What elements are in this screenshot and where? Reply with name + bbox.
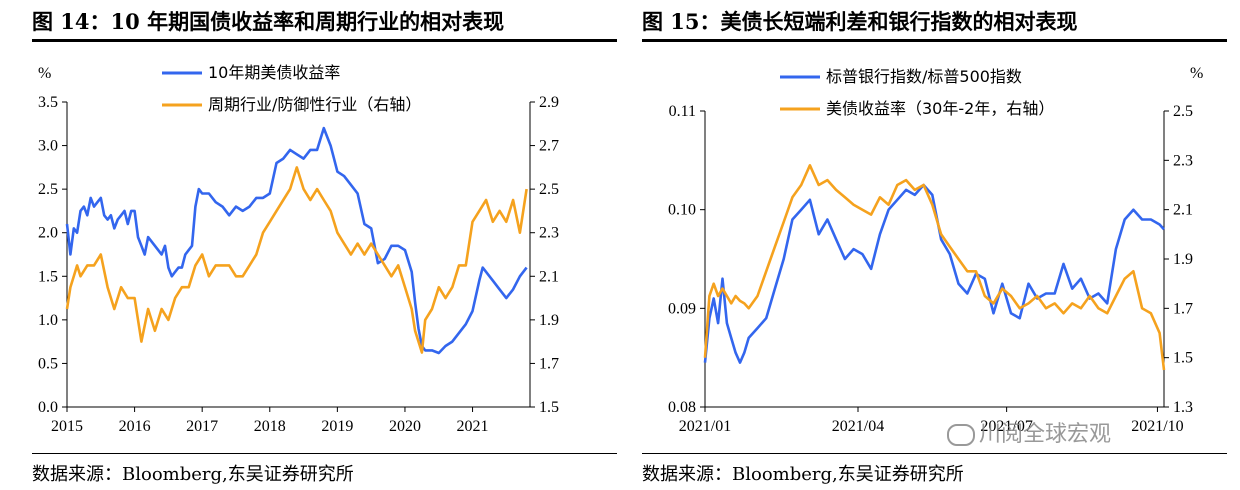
right-tick-label: 2.7 xyxy=(539,138,559,155)
left-tick-label: 3.5 xyxy=(38,94,58,111)
source-rule xyxy=(642,453,1227,454)
right-tick-label: 2.3 xyxy=(1173,152,1193,169)
right-tick-label: 1.7 xyxy=(539,355,559,372)
x-tick-label: 2021/07 xyxy=(980,418,1032,435)
x-tick-label: 2018 xyxy=(254,418,286,435)
right-tick-label: 1.5 xyxy=(1173,350,1193,367)
x-tick-label: 2021/04 xyxy=(832,418,884,435)
series-line-1 xyxy=(703,183,1165,364)
series-line-1 xyxy=(65,126,528,355)
right-tick-label: 1.5 xyxy=(539,399,559,416)
left-tick-label: 0.09 xyxy=(668,300,696,317)
right-tick-label: 1.3 xyxy=(1173,399,1193,416)
right-tick-label: 2.3 xyxy=(539,225,559,242)
watermark-text: 川阅全球宏观 xyxy=(979,422,1112,447)
right-tick-label: 2.5 xyxy=(1173,103,1193,120)
right-tick-label: 1.9 xyxy=(539,312,559,329)
left-tick-label: 2.5 xyxy=(38,181,58,198)
left-tick-label: 2.0 xyxy=(38,225,58,242)
right-tick-label: 2.1 xyxy=(539,268,559,285)
left-tick-label: 0.10 xyxy=(668,202,696,219)
x-tick-label: 2016 xyxy=(119,418,151,435)
x-tick-label: 2015 xyxy=(51,418,83,435)
series-line-2 xyxy=(65,166,528,354)
right-tick-label: 2.5 xyxy=(539,181,559,198)
figure-14-panel: 图 14：10 年期国债收益率和周期行业的相对表现 0.0 0.5 1.0 1.5 2.… xyxy=(32,0,617,490)
series-line-2 xyxy=(703,164,1166,371)
x-tick-label: 2017 xyxy=(186,418,218,435)
figure-title: 图 14：10 年期国债收益率和周期行业的相对表现 xyxy=(32,9,505,34)
legend-label-2: 周期行业/防御性行业（右轴） xyxy=(208,95,421,114)
watermark: 川阅全球宏观 xyxy=(947,416,1111,448)
x-tick-label: 2019 xyxy=(321,418,353,435)
legend-label-2: 美债收益率（30年-2年，右轴） xyxy=(826,99,1054,118)
figure-title: 图 15：美债长短端利差和银行指数的相对表现 xyxy=(642,9,1078,34)
right-tick-label: 2.1 xyxy=(1173,202,1193,219)
x-tick-label: 2021/10 xyxy=(1131,418,1183,435)
right-tick-label: 2.9 xyxy=(539,94,559,111)
left-tick-label: 3.0 xyxy=(38,138,58,155)
right-axis-unit: % xyxy=(1190,65,1203,82)
chart-figure-15: 0.08 0.09 0.10 0.11 1.3 1.5 1.7 1.9 2.1 2.3 2.5 202… xyxy=(668,65,1203,435)
left-axis-unit: % xyxy=(38,65,51,82)
source-rule xyxy=(32,453,617,454)
right-tick-label: 1.7 xyxy=(1173,300,1193,317)
source-note: 数据来源：Bloomberg,东吴证券研究所 xyxy=(32,464,354,485)
title-rule xyxy=(32,39,617,42)
title-rule xyxy=(642,39,1227,42)
left-tick-label: 0.08 xyxy=(668,399,696,416)
left-tick-label: 1.0 xyxy=(38,312,58,329)
chat-bubble-icon xyxy=(947,424,975,446)
x-tick-label: 2021 xyxy=(457,418,489,435)
legend-label-1: 标普银行指数/标普500指数 xyxy=(826,67,1022,86)
left-tick-label: 0.5 xyxy=(38,355,58,372)
legend-label-1: 10年期美债收益率 xyxy=(208,63,340,82)
left-tick-label: 0.0 xyxy=(38,399,58,416)
figure-15-panel: 图 15：美债长短端利差和银行指数的相对表现 0.08 0.09 0.10 0.11 1… xyxy=(642,0,1227,490)
chart-figure-14: 0.0 0.5 1.0 1.5 2.0 2.5 3.0 3.5 1.5 1.7 1.9 2.1 2.3 2… xyxy=(38,63,559,435)
x-tick-label: 2021/01 xyxy=(679,418,731,435)
source-note: 数据来源：Bloomberg,东吴证券研究所 xyxy=(642,464,964,485)
left-tick-label: 1.5 xyxy=(38,268,58,285)
x-tick-label: 2020 xyxy=(389,418,421,435)
right-tick-label: 1.9 xyxy=(1173,251,1193,268)
left-tick-label: 0.11 xyxy=(669,103,696,120)
